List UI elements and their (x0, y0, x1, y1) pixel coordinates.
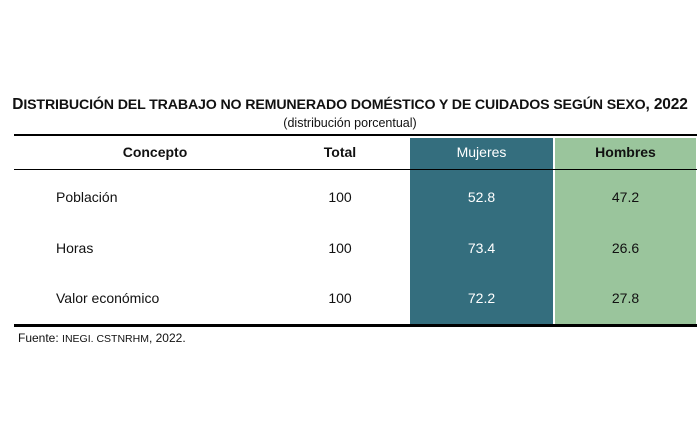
row-1-concepto: Población (56, 189, 118, 205)
title-main: ISTRIBUCIÓN DEL TRABAJO NO REMUNERADO DO… (23, 97, 646, 113)
row-2-hombres: 26.6 (611, 240, 640, 256)
row-3-hombres: 27.8 (611, 290, 640, 306)
source-year: , 2022. (148, 331, 186, 345)
row-3-concepto: Valor económico (56, 290, 160, 306)
title-year: , 2022 (645, 96, 688, 113)
row-1-hombres: 47.2 (611, 189, 640, 205)
row-3-total: 100 (328, 290, 352, 306)
row-1-mujeres: 52.8 (467, 189, 496, 205)
table-subtitle: (distribución porcentual) (283, 116, 417, 130)
header-hombres: Hombres (595, 144, 656, 160)
bottom-rule (14, 324, 697, 327)
top-rule (14, 134, 697, 136)
row-3-mujeres: 72.2 (467, 290, 496, 306)
header-mujeres: Mujeres (456, 144, 507, 160)
row-1-total: 100 (328, 189, 352, 205)
source-note: Fuente: INEGI. CSTNRHM, 2022. (18, 331, 186, 345)
table-title: DISTRIBUCIÓN DEL TRABAJO NO REMUNERADO D… (0, 96, 700, 114)
header-total: Total (323, 144, 357, 160)
source-org: INEGI. CSTNRHM (62, 333, 149, 345)
header-rule (14, 169, 697, 170)
header-concepto: Concepto (122, 144, 188, 160)
source-label: Fuente: (18, 331, 63, 345)
row-2-total: 100 (328, 240, 352, 256)
row-2-concepto: Horas (56, 240, 94, 256)
row-2-mujeres: 73.4 (467, 240, 496, 256)
title-initial: D (12, 96, 24, 113)
